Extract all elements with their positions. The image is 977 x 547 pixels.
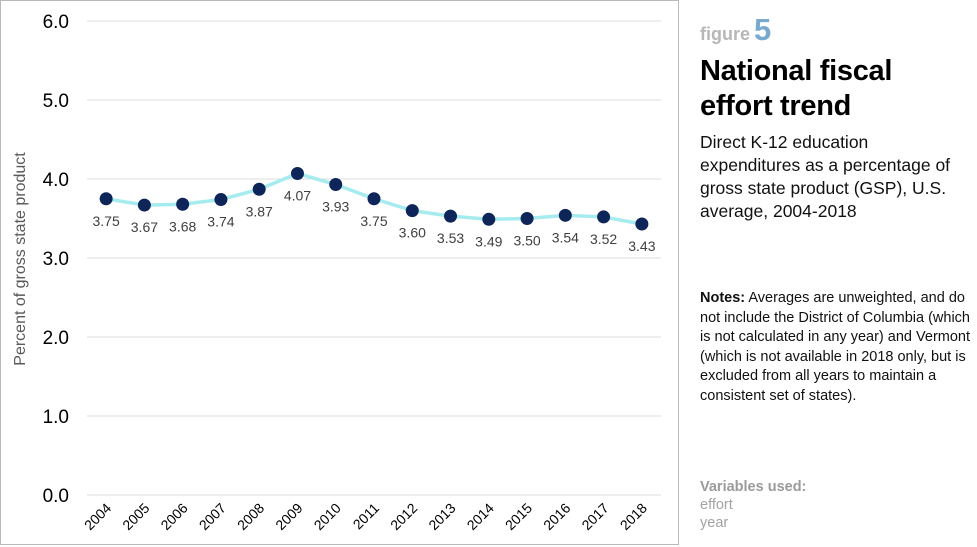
figure-word: figure [700,24,751,44]
y-tick-label: 6.0 [43,12,69,33]
line-chart: 0.0 1.0 2.0 3.0 4.0 5.0 6.0 Percent of gross st… [12,12,661,533]
data-point [290,166,304,180]
x-tick-label: 2006 [157,500,190,533]
data-point [137,198,151,212]
x-tick-label: 2011 [350,500,383,533]
chart-title: National fiscal effort trend [700,55,893,122]
x-tick-label: 2017 [578,500,611,533]
data-label: 3.75 [360,213,387,229]
x-tick-label: 2012 [387,500,420,533]
data-point [176,197,190,211]
data-point [367,192,381,206]
chart-subtitle: Direct K-12 education expenditures as a … [700,132,951,221]
data-point [405,204,419,218]
x-tick-label: 2009 [272,500,305,533]
chart-frame: 0.0 1.0 2.0 3.0 4.0 5.0 6.0 Percent of gross st… [0,0,679,545]
x-tick-label: 2015 [502,500,535,533]
x-tick-label: 2016 [540,500,573,533]
data-label: 3.49 [475,233,502,249]
x-tick-label: 2004 [81,500,114,533]
data-point [597,210,611,224]
data-point [520,212,534,225]
variable-item: year [700,515,729,531]
variables-used: Variables used: effort year [700,478,970,532]
data-label: 3.52 [590,231,617,247]
x-tick-label: 2007 [196,500,229,533]
data-label: 3.50 [513,233,540,249]
data-point [329,178,343,192]
data-label: 3.60 [399,225,426,241]
data-point [214,193,228,207]
y-tick-label: 3.0 [43,249,69,270]
data-label: 3.54 [552,229,579,245]
notes-heading: Notes: [700,290,746,306]
data-point [482,212,496,226]
y-axis-label: Percent of gross state product [12,152,29,366]
variable-item: effort [700,497,733,513]
notes: Notes: Averages are unweighted, and do n… [700,289,970,406]
y-tick-label: 0.0 [43,486,69,507]
data-point [635,217,649,231]
data-label: 3.43 [628,238,655,254]
x-tick-label: 2014 [464,500,497,533]
x-tick-label: 2013 [425,500,458,533]
data-label: 3.75 [93,213,120,229]
x-tick-label: 2018 [617,500,650,533]
y-tick-label: 5.0 [43,91,69,112]
y-tick-label: 1.0 [43,407,69,428]
x-tick-label: 2005 [119,500,152,533]
variables-heading: Variables used: [700,479,807,495]
data-label: 3.68 [169,218,196,234]
x-tick-label: 2010 [311,500,344,533]
figure-number: 5 [754,12,772,47]
y-tick-label: 4.0 [43,170,69,191]
data-point [444,209,458,223]
notes-text: Averages are unweighted, and do not incl… [700,290,971,404]
data-label: 3.87 [246,203,273,219]
data-label: 3.67 [131,219,158,235]
data-point [99,192,113,206]
data-label: 3.74 [207,214,234,230]
x-tick-label: 2008 [234,500,267,533]
y-tick-label: 2.0 [43,328,69,349]
figure-label: figure 5 [700,12,970,48]
data-label: 4.07 [284,187,311,203]
data-point [558,208,572,222]
data-label: 3.53 [437,230,464,246]
data-label: 3.93 [322,199,349,215]
data-point [252,182,266,196]
